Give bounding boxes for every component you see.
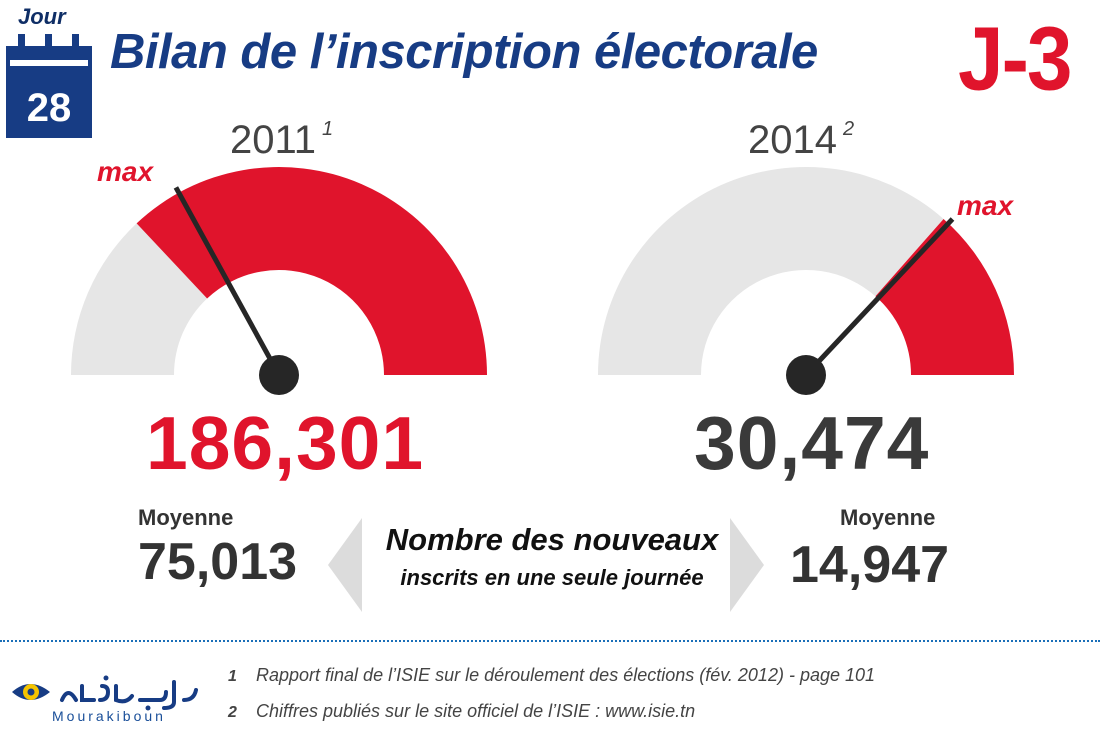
average-label-2011: Moyenne <box>138 505 234 530</box>
gauge-fill-2011 <box>136 167 487 375</box>
footnote-ref: 2 <box>842 118 855 140</box>
max-label-2011: max <box>97 156 154 187</box>
gauge-year-2014: 2014 2 <box>748 118 854 163</box>
logo-wordmark: Mourakiboun <box>52 708 166 724</box>
gauge-needle-2011 <box>173 186 282 377</box>
left-arrow-icon <box>328 518 362 612</box>
value-2011: 186,301 <box>146 401 425 485</box>
gauge-track-2014 <box>598 166 944 375</box>
footnote-text: Rapport final de l’ISIE sur le dérouleme… <box>256 665 876 685</box>
gauge-fill-2014 <box>875 218 1014 375</box>
page-title: Bilan de l’inscription électorale <box>110 25 818 79</box>
gauge-needle-2014 <box>804 217 955 377</box>
caption-line-2: inscrits en une seule journée <box>400 565 704 590</box>
year-text: 2011 <box>230 118 317 162</box>
footnote-number: 1 <box>228 668 237 685</box>
gauge-pivot-2014 <box>786 355 826 395</box>
average-value-2014: 14,947 <box>790 536 950 594</box>
calendar-day: 28 <box>26 86 72 130</box>
average-value-2011: 75,013 <box>138 533 298 591</box>
max-label-2014: max <box>957 190 1014 221</box>
footer-divider <box>0 640 1100 642</box>
value-2014: 30,474 <box>694 401 930 485</box>
mourakiboun-logo <box>12 675 198 711</box>
gauge-year-2011: 2011 1 <box>230 118 333 163</box>
gauge-pivot-2011 <box>259 355 299 395</box>
footnote-ref: 1 <box>322 118 334 140</box>
footnote-number: 2 <box>228 704 237 721</box>
calendar-label: Jour <box>18 4 66 29</box>
gauge-track-2011 <box>71 223 208 375</box>
right-arrow-icon <box>730 518 764 612</box>
calendar-icon <box>6 34 92 138</box>
year-text: 2014 <box>748 118 837 162</box>
average-label-2014: Moyenne <box>840 505 936 530</box>
countdown-badge: J-3 <box>958 9 1073 110</box>
footnote-text: Chiffres publiés sur le site officiel de… <box>256 701 696 721</box>
caption-line-1: Nombre des nouveaux <box>385 522 719 557</box>
